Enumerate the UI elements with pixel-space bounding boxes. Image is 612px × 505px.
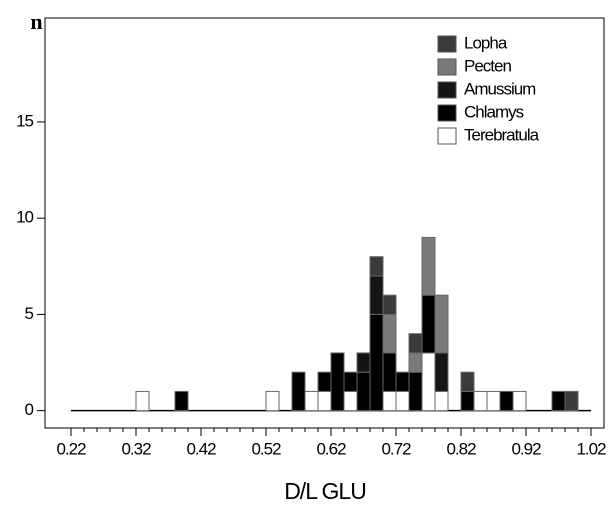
legend-swatch xyxy=(437,127,457,145)
y-axis-title: n xyxy=(30,9,42,34)
bar-segment xyxy=(291,371,306,412)
legend-swatch xyxy=(437,104,457,122)
bar-segment xyxy=(421,352,436,412)
legend-label: Lopha xyxy=(464,33,508,52)
x-tick-label: 0.82 xyxy=(446,439,476,458)
bar-segment xyxy=(304,390,319,412)
bar-segment xyxy=(395,390,410,412)
bar-segment xyxy=(408,333,423,354)
legend-label: Amussium xyxy=(464,79,536,98)
x-tick-label: 0.52 xyxy=(251,439,281,458)
x-axis-title: D/L GLU xyxy=(284,478,366,504)
bar-segment xyxy=(408,371,423,412)
bar-segment xyxy=(486,390,501,412)
bar-segment xyxy=(382,294,397,315)
bar-segment xyxy=(382,390,397,412)
bar-segment xyxy=(499,390,514,412)
y-tick-label: 10 xyxy=(16,208,33,227)
bar-segment xyxy=(369,275,384,315)
y-tick-label: 15 xyxy=(16,111,33,130)
bar-segment xyxy=(369,313,384,412)
legend-swatch xyxy=(437,81,457,99)
bar-segment xyxy=(135,390,150,412)
x-tick-label: 0.32 xyxy=(121,439,151,458)
bar-segment xyxy=(551,390,566,412)
x-tick-label: 0.42 xyxy=(186,439,216,458)
bar-segment xyxy=(434,352,449,392)
bar-segment xyxy=(460,371,475,392)
bar-segment xyxy=(343,390,358,412)
bar-segment xyxy=(317,390,332,412)
bar-segment xyxy=(356,371,371,412)
bar-segment xyxy=(382,313,397,354)
bar-segment xyxy=(460,390,475,412)
bar-segment xyxy=(369,256,384,277)
bar-segment xyxy=(395,371,410,392)
bar-segment xyxy=(356,352,371,373)
bar-segment xyxy=(265,390,280,412)
x-tick-label: 0.92 xyxy=(511,439,541,458)
bar-segment xyxy=(512,390,527,412)
x-tick-label: 0.62 xyxy=(316,439,346,458)
y-tick-label: 5 xyxy=(25,304,34,323)
bar-segment xyxy=(473,390,488,412)
x-tick-label: 0.22 xyxy=(56,439,86,458)
bar-segment xyxy=(421,294,436,354)
bar-segment xyxy=(317,371,332,392)
bar-segment xyxy=(382,352,397,392)
bar-segment xyxy=(564,390,579,412)
legend-swatch xyxy=(437,35,457,53)
x-tick-label: 1.02 xyxy=(576,439,606,458)
legend-label: Terebratula xyxy=(464,125,540,144)
bar-segment xyxy=(330,352,345,412)
bar-segment xyxy=(408,352,423,373)
plot-frame xyxy=(44,17,605,429)
bar-segment xyxy=(174,390,189,412)
bar-segment xyxy=(434,390,449,412)
legend-swatch xyxy=(437,58,457,76)
x-tick-label: 0.72 xyxy=(381,439,411,458)
y-tick-label: 0 xyxy=(25,400,34,419)
bar-segment xyxy=(421,236,436,296)
legend-label: Chlamys xyxy=(464,102,524,121)
bar-segment xyxy=(434,294,449,354)
legend-label: Pecten xyxy=(464,56,511,75)
bar-segment xyxy=(343,371,358,392)
